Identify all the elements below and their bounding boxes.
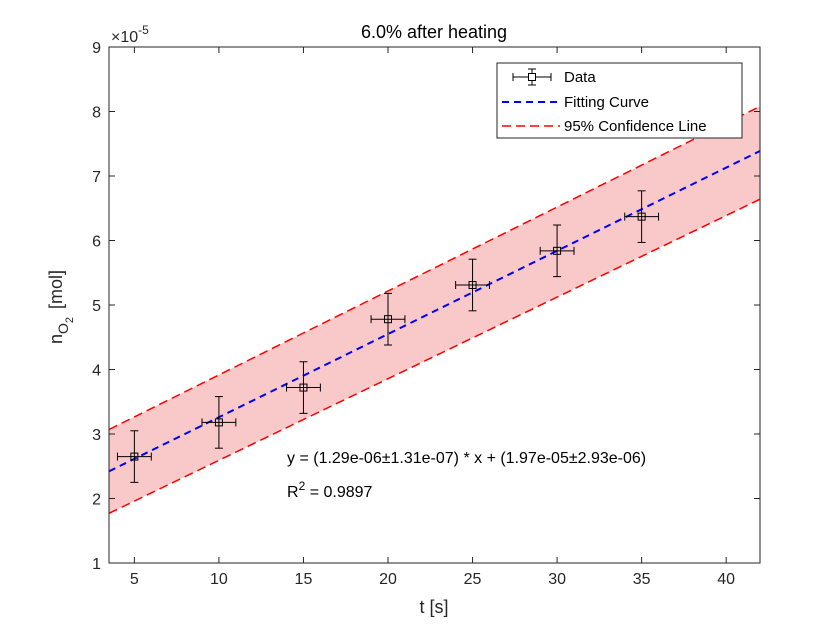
y-axis-label-subscript: O: [55, 323, 71, 334]
data-point: [370, 292, 406, 346]
data-marker: [637, 212, 646, 221]
r-squared-annotation: R2 = 0.9897: [287, 479, 373, 501]
y-exponent-base: ×10: [111, 29, 138, 46]
legend-fitting-curve-label: Fitting Curve: [564, 94, 649, 111]
r-squared-exponent: 2: [299, 479, 306, 493]
r-squared-label: R: [287, 484, 299, 501]
y-axis-label-subsubscript: 2: [64, 317, 76, 323]
chart-title: 6.0% after heating: [361, 22, 507, 42]
y-axis-label-unit: [mol]: [46, 270, 66, 309]
data-point: [539, 224, 575, 278]
data-point: [624, 190, 660, 243]
y-exponent-label: ×10-5: [111, 23, 149, 46]
data-point: [201, 396, 237, 449]
data-point: [116, 430, 152, 483]
y-tick-label: 8: [92, 105, 101, 122]
y-exponent-power: -5: [138, 23, 149, 37]
x-tick-label: 5: [130, 571, 139, 588]
x-tick-label: 10: [210, 571, 228, 588]
y-tick-label: 5: [92, 298, 101, 315]
y-tick-label: 7: [92, 169, 101, 186]
svg-text:nO2[mol]: nO2 [mol]: [46, 270, 76, 344]
y-tick-label: 1: [92, 556, 101, 573]
data-point: [286, 361, 321, 414]
data-marker: [468, 281, 477, 290]
y-tick-label: 9: [92, 40, 101, 57]
legend-data-label: Data: [564, 69, 596, 86]
y-axis-label-main: n: [46, 334, 66, 344]
legend-confidence-label: 95% Confidence Line: [564, 118, 707, 135]
legend-data-symbol: [512, 68, 552, 86]
confidence-band-fill: [109, 106, 760, 514]
y-tick-label: 4: [92, 363, 101, 380]
x-axis-label: t [s]: [419, 597, 448, 617]
lower-confidence-line: [108, 198, 761, 515]
r-squared-value: = 0.9897: [305, 484, 372, 501]
data-marker: [130, 452, 139, 461]
x-tick-label: 15: [295, 571, 313, 588]
x-tick-label: 40: [717, 571, 735, 588]
y-tick-label: 3: [92, 427, 101, 444]
data-marker: [214, 418, 223, 427]
fitting-curve-line: [108, 150, 761, 473]
upper-confidence-line: [108, 105, 761, 431]
legend: Data Fitting Curve 95% Confidence Line: [496, 62, 743, 139]
x-tick-label: 20: [379, 571, 397, 588]
data-marker: [384, 315, 392, 324]
data-marker: [299, 383, 308, 392]
x-tick-label: 30: [548, 571, 566, 588]
data-point: [455, 258, 490, 312]
data-marker: [553, 246, 562, 255]
y-axis-label: nO2 [mol]: [46, 270, 76, 344]
equation-annotation: y = (1.29e-06±1.31e-07) * x + (1.97e-05±…: [287, 450, 646, 467]
y-tick-label: 2: [92, 492, 101, 509]
x-tick-label: 35: [633, 571, 651, 588]
x-tick-label: 25: [464, 571, 482, 588]
y-tick-label: 6: [92, 234, 101, 251]
